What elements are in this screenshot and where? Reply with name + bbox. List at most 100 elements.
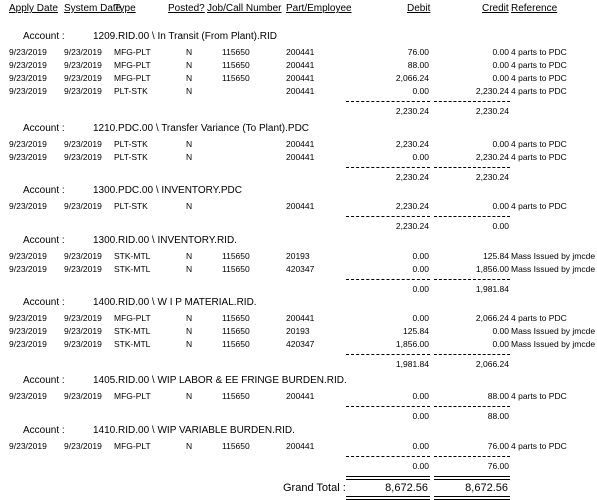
cell-apply-date: 9/23/2019	[9, 264, 47, 274]
subtotal-debit: 0.00	[412, 284, 429, 294]
cell-job-call-number: 115650	[222, 251, 250, 261]
subtotal-credit: 76.00	[487, 461, 509, 471]
cell-type: MFG-PLT	[114, 47, 151, 57]
account-heading: Account : 1410.RID.00 \ WIP VARIABLE BURD…	[23, 425, 295, 436]
cell-apply-date: 9/23/2019	[9, 391, 47, 401]
subtotal-credit-rule	[434, 101, 510, 102]
ledger-row: 9/23/2019 9/23/2019 STK-MTL N 115650 420347 0.…	[0, 264, 597, 277]
cell-system-date: 9/23/2019	[64, 441, 102, 451]
cell-credit: 0.00	[492, 47, 509, 57]
header-debit: Debit	[407, 3, 431, 14]
cell-part-employee: 200441	[286, 47, 315, 57]
subtotal-debit: 2,230.24	[395, 172, 429, 182]
cell-system-date: 9/23/2019	[64, 264, 102, 274]
column-header-row: Apply Date System Date Type Posted? Job/…	[0, 3, 597, 29]
cell-system-date: 9/23/2019	[64, 391, 102, 401]
cell-posted: N	[186, 201, 193, 211]
cell-credit: 0.00	[492, 339, 509, 349]
subtotal-credit: 2,230.24	[475, 172, 509, 182]
subtotal-debit-rule	[346, 167, 430, 168]
cell-credit: 125.84	[483, 251, 509, 261]
cell-system-date: 9/23/2019	[64, 313, 102, 323]
cell-posted: N	[186, 339, 193, 349]
cell-posted: N	[186, 139, 193, 149]
cell-part-employee: 200441	[286, 152, 315, 162]
cell-posted: N	[186, 47, 193, 57]
cell-type: PLT-STK	[114, 86, 148, 96]
cell-system-date: 9/23/2019	[64, 152, 102, 162]
cell-job-call-number: 115650	[222, 313, 250, 323]
cell-credit: 0.00	[492, 73, 509, 83]
cell-apply-date: 9/23/2019	[9, 201, 47, 211]
ledger-row: 9/23/2019 9/23/2019 MFG-PLT N 115650 200441 0.…	[0, 391, 597, 404]
cell-debit: 0.00	[412, 441, 429, 451]
cell-reference: 4 parts to PDC	[511, 60, 567, 70]
header-job-call-number: Job/Call Number	[207, 3, 282, 14]
ledger-row: 9/23/2019 9/23/2019 PLT-STK N 200441 0.00 2,23…	[0, 152, 597, 165]
ledger-row: 9/23/2019 9/23/2019 STK-MTL N 115650 420347 1,…	[0, 339, 597, 352]
header-part-employee: Part/Employee	[286, 3, 352, 14]
ledger-row: 9/23/2019 9/23/2019 PLT-STK N 200441 2,230.24…	[0, 139, 597, 152]
subtotal-row: 0.00 76.00	[0, 461, 597, 474]
account-heading: Account : 1400.RID.00 \ W I P MATERIAL.RI…	[23, 297, 257, 308]
cell-debit: 0.00	[412, 264, 429, 274]
account-name: 1209.RID.00 \ In Transit (From Plant).RI…	[93, 31, 277, 42]
cell-type: STK-MTL	[114, 339, 151, 349]
cell-system-date: 9/23/2019	[64, 60, 102, 70]
cell-part-employee: 200441	[286, 201, 315, 211]
cell-apply-date: 9/23/2019	[9, 152, 47, 162]
cell-type: MFG-PLT	[114, 60, 151, 70]
cell-reference: Mass Issued by jmcde	[511, 264, 596, 274]
cell-reference: 4 parts to PDC	[511, 441, 567, 451]
subtotal-debit-rule	[346, 406, 430, 407]
cell-part-employee: 200441	[286, 86, 315, 96]
cell-debit: 1,856.00	[395, 339, 429, 349]
grand-total-debit-rule	[346, 476, 430, 480]
account-label: Account :	[23, 185, 65, 196]
header-system-date: System Date	[64, 3, 122, 14]
subtotal-debit: 0.00	[412, 461, 429, 471]
cell-job-call-number: 115650	[222, 326, 250, 336]
ledger-row: 9/23/2019 9/23/2019 MFG-PLT N 115650 200441 76…	[0, 47, 597, 60]
cell-reference: 4 parts to PDC	[511, 86, 567, 96]
cell-posted: N	[186, 73, 193, 83]
cell-reference: 4 parts to PDC	[511, 201, 567, 211]
ledger-row: 9/23/2019 9/23/2019 MFG-PLT N 115650 200441 2,…	[0, 73, 597, 86]
cell-debit: 0.00	[412, 391, 429, 401]
cell-debit: 2,066.24	[395, 73, 429, 83]
subtotal-credit-rule	[434, 167, 510, 168]
cell-job-call-number: 115650	[222, 73, 250, 83]
cell-debit: 2,230.24	[395, 201, 429, 211]
cell-apply-date: 9/23/2019	[9, 47, 47, 57]
subtotal-credit: 2,230.24	[475, 106, 509, 116]
cell-type: MFG-PLT	[114, 73, 151, 83]
cell-system-date: 9/23/2019	[64, 47, 102, 57]
cell-job-call-number: 115650	[222, 441, 250, 451]
grand-total-debit: 8,672.56	[385, 482, 428, 494]
cell-reference: Mass Issued by jmcde	[511, 339, 596, 349]
cell-debit: 88.00	[407, 60, 429, 70]
account-name: 1400.RID.00 \ W I P MATERIAL.RID.	[93, 297, 257, 308]
cell-reference: 4 parts to PDC	[511, 139, 567, 149]
cell-credit: 0.00	[492, 139, 509, 149]
cell-system-date: 9/23/2019	[64, 339, 102, 349]
cell-job-call-number: 115650	[222, 391, 250, 401]
cell-part-employee: 420347	[286, 264, 315, 274]
subtotal-credit-rule	[434, 406, 510, 407]
cell-type: MFG-PLT	[114, 391, 151, 401]
cell-credit: 76.00	[487, 441, 509, 451]
subtotal-credit: 1,981.84	[475, 284, 509, 294]
cell-system-date: 9/23/2019	[64, 139, 102, 149]
cell-reference: 4 parts to PDC	[511, 73, 567, 83]
cell-part-employee: 420347	[286, 339, 315, 349]
cell-type: MFG-PLT	[114, 441, 151, 451]
account-name: 1300.RID.00 \ INVENTORY.RID.	[93, 235, 237, 246]
cell-credit: 1,856.00	[475, 264, 509, 274]
cell-system-date: 9/23/2019	[64, 326, 102, 336]
cell-posted: N	[186, 313, 193, 323]
subtotal-row: 1,981.84 2,066.24	[0, 359, 597, 372]
header-type: Type	[114, 3, 136, 14]
cell-job-call-number: 115650	[222, 60, 250, 70]
cell-debit: 0.00	[412, 152, 429, 162]
cell-credit: 0.00	[492, 60, 509, 70]
